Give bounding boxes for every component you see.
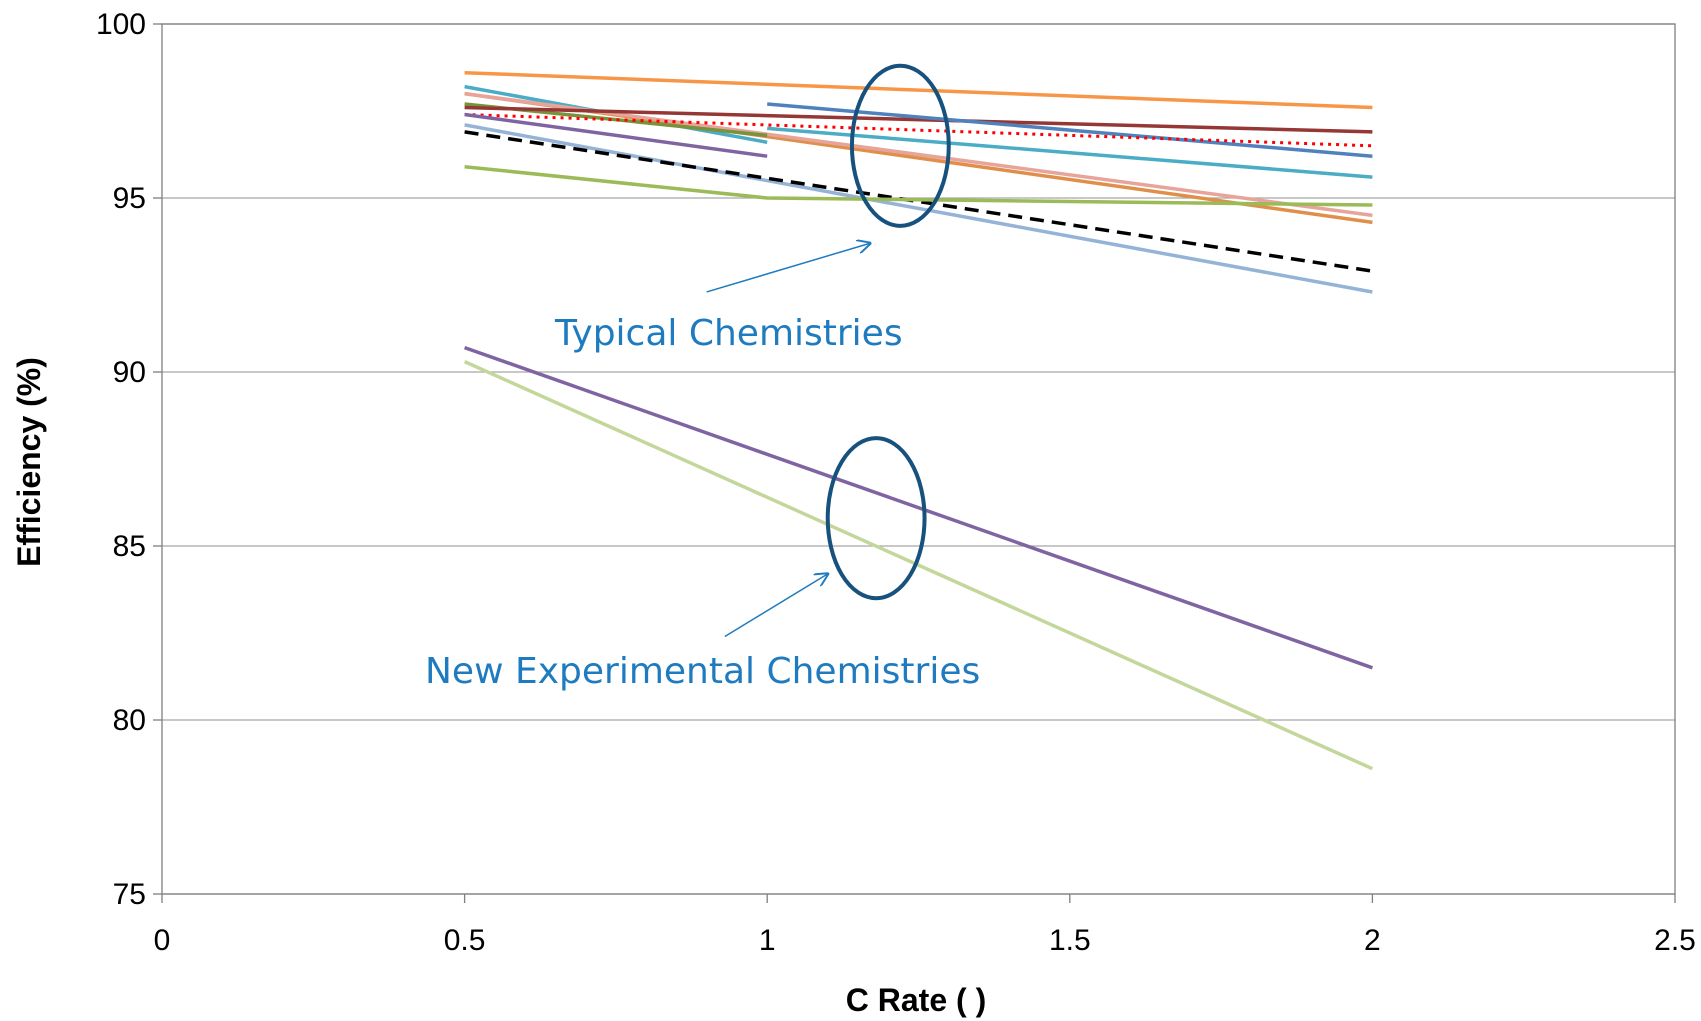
series-line-13	[464, 164, 1373, 207]
series-line-8	[767, 126, 1373, 179]
series-lines	[463, 70, 1374, 771]
x-tick-label-1: 1	[759, 924, 776, 957]
annotation-ellipse-1	[849, 63, 951, 228]
series-line-14	[464, 345, 1373, 670]
series-line-15	[463, 360, 1374, 771]
annotations: Typical Chemistries New Experimental Chem…	[425, 63, 980, 692]
series-line-10	[464, 112, 768, 158]
plot-area-border	[161, 23, 1676, 895]
annotation-ellipse-2	[825, 436, 927, 601]
annotation-arrow-2	[724, 574, 828, 638]
x-tick-label-2.5: 2.5	[1654, 924, 1696, 957]
x-tick-label-0: 0	[154, 924, 171, 957]
y-tick-label-75: 75	[113, 878, 146, 911]
axes	[153, 23, 1676, 903]
y-tick-label-80: 80	[113, 704, 146, 737]
x-tick-label-2: 2	[1364, 924, 1381, 957]
y-tick-label-95: 95	[113, 182, 146, 215]
y-tick-label-100: 100	[96, 8, 146, 41]
series-line-4	[464, 91, 1373, 218]
series-line-11	[464, 123, 1373, 294]
annotation-label-1: Typical Chemistries	[554, 313, 903, 354]
tick-labels: 75 80 85 90 95 100 0 0.5 1 1.5 2 2.5	[96, 8, 1696, 957]
series-line-6	[464, 105, 1373, 134]
annotation-label-2: New Experimental Chemistries	[425, 651, 980, 692]
annotation-arrow-1	[706, 243, 870, 293]
x-axis-title: C Rate ( )	[846, 982, 986, 1018]
x-tick-label-1.5: 1.5	[1049, 924, 1091, 957]
series-line-1	[464, 70, 1373, 110]
y-tick-label-90: 90	[113, 356, 146, 389]
y-axis-title: Efficiency (%)	[11, 357, 47, 567]
x-tick-label-0.5: 0.5	[444, 924, 486, 957]
y-tick-label-85: 85	[113, 530, 146, 563]
series-line-7	[767, 102, 1373, 158]
